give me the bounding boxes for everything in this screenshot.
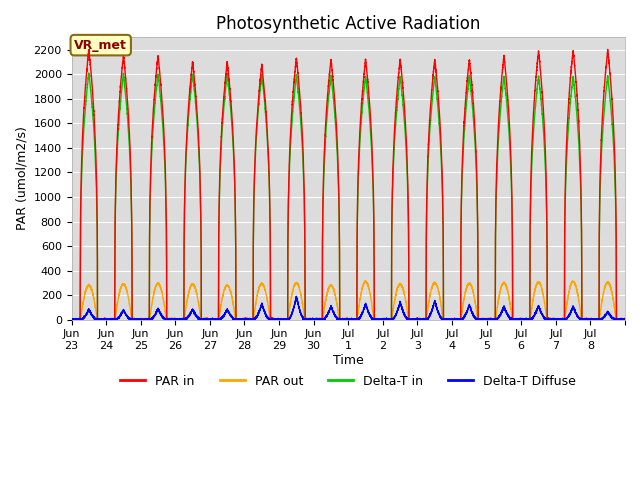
Legend: PAR in, PAR out, Delta-T in, Delta-T Diffuse: PAR in, PAR out, Delta-T in, Delta-T Dif… <box>115 370 581 393</box>
Title: Photosynthetic Active Radiation: Photosynthetic Active Radiation <box>216 15 481 33</box>
Text: VR_met: VR_met <box>74 38 127 52</box>
X-axis label: Time: Time <box>333 354 364 367</box>
Y-axis label: PAR (umol/m2/s): PAR (umol/m2/s) <box>15 127 28 230</box>
